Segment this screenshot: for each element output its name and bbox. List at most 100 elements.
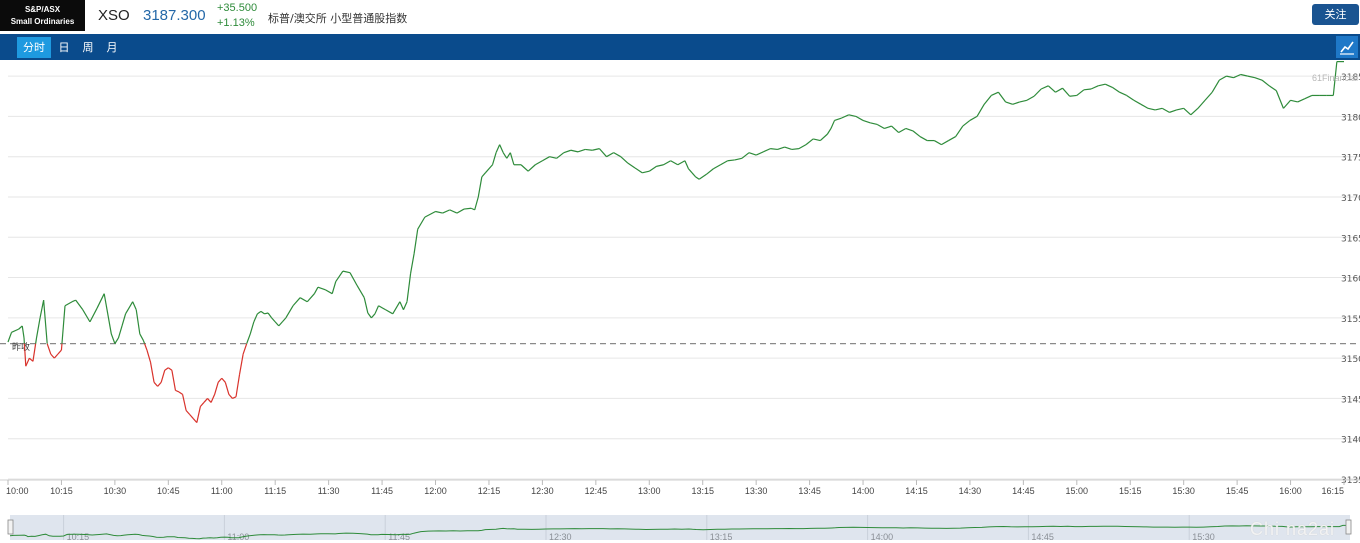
price-line-segment <box>274 321 280 327</box>
price-line-segment <box>11 328 19 333</box>
price-line-segment <box>313 286 319 294</box>
price-line-segment <box>520 164 529 172</box>
price-line-segment <box>1105 83 1113 88</box>
price-line-segment <box>1211 79 1220 93</box>
x-tick-label: 15:15 <box>1119 486 1142 496</box>
x-tick-label: 11:45 <box>371 486 393 496</box>
price-line-segment <box>1254 77 1263 81</box>
time-navigator[interactable]: 10:15 11:00 11:45 12:30 13:15 14:00 14:45 15:30 <box>0 512 1360 543</box>
x-tick-label: 14:45 <box>1012 486 1035 496</box>
price-line-segment <box>335 270 344 282</box>
price-line-segment <box>424 210 436 218</box>
price-line-segment <box>413 229 419 254</box>
price-line-segment <box>855 115 864 121</box>
price-line-segment <box>499 144 504 153</box>
price-line-segment <box>406 273 412 302</box>
price-line-segment <box>217 377 223 383</box>
price-line-segment <box>171 370 177 391</box>
price-line-segment <box>570 149 579 153</box>
price-line-segment <box>577 148 586 153</box>
price-change-percent: +1.13% <box>217 17 255 29</box>
price-line-segment <box>214 382 219 395</box>
price-line-segment <box>192 418 198 423</box>
price-line-segment <box>324 289 333 295</box>
navigator-left-handle[interactable] <box>7 519 14 535</box>
price-line-segment <box>246 333 251 344</box>
price-series <box>7 61 1344 423</box>
price-line-segment <box>317 286 326 291</box>
price-line-segment <box>1012 101 1020 105</box>
price-line-segment <box>1098 83 1106 87</box>
price-line-segment <box>132 301 137 311</box>
price-line-segment <box>698 173 707 180</box>
price-line-segment <box>392 301 401 315</box>
price-line-segment <box>224 382 230 395</box>
price-line-segment <box>1069 94 1077 97</box>
price-line-segment <box>563 149 572 154</box>
price-line-segment <box>210 394 216 403</box>
price-line-segment <box>378 305 386 311</box>
price-line-segment <box>417 216 426 230</box>
price-line-segment <box>695 176 700 180</box>
price-line-segment <box>110 333 116 344</box>
price-line-segment <box>153 381 159 387</box>
price-line-segment <box>203 398 208 403</box>
price-line-segment <box>527 164 536 172</box>
price-line-segment <box>677 160 686 166</box>
price-line-segment <box>534 160 543 166</box>
price-line-segment <box>805 138 814 146</box>
navigator-selection[interactable] <box>10 515 1350 540</box>
price-line-segment <box>207 398 212 403</box>
price-line-segment <box>1047 85 1056 93</box>
price-line-segment <box>481 172 486 178</box>
chart-type-button[interactable] <box>1336 36 1358 58</box>
price-line-segment <box>663 160 671 166</box>
navigator-right-handle[interactable] <box>1345 519 1352 535</box>
price-line-segment <box>727 159 735 162</box>
price-line-segment <box>23 343 27 367</box>
x-tick-label: 16:15 <box>1321 486 1344 496</box>
price-line-segment <box>349 272 358 286</box>
tab-intraday[interactable]: 分时 <box>17 37 51 58</box>
price-line-segment <box>1119 91 1127 97</box>
price-line-segment <box>196 406 201 423</box>
follow-button[interactable]: 关注 <box>1312 4 1359 25</box>
price-line-segment <box>634 167 643 174</box>
x-tick-label: 15:00 <box>1066 486 1089 496</box>
price-line-segment <box>642 170 650 174</box>
price-line-segment <box>331 281 337 294</box>
tab-daily[interactable]: 日 <box>58 41 70 54</box>
price-line-segment <box>1155 107 1163 111</box>
navigator-tick-label: 11:00 <box>227 532 249 542</box>
price-line-segment <box>1240 73 1248 77</box>
price-line-segment <box>235 374 241 397</box>
price-line-segment <box>598 148 607 158</box>
price-line-segment <box>1026 95 1035 101</box>
tab-weekly[interactable]: 周 <box>82 41 94 54</box>
x-tick-label: 10:15 <box>50 486 73 496</box>
price-line-segment <box>1076 89 1085 96</box>
tab-monthly[interactable]: 月 <box>106 41 118 54</box>
price-line-segment <box>919 136 928 142</box>
price-line-segment <box>264 312 269 315</box>
x-tick-label: 14:00 <box>852 486 875 496</box>
price-line-segment <box>777 146 785 151</box>
price-line-segment <box>1219 75 1227 81</box>
period-tab-bar: 分时 日 周 月 <box>0 34 1360 60</box>
y-axis: 3135 3140 3145 3150 3155 3160 3165 3170 3175 3180… <box>1341 73 1360 486</box>
price-line-segment <box>1112 86 1120 93</box>
price-line-segment <box>356 285 365 299</box>
price-line-segment <box>442 209 451 214</box>
navigator-tick-label: 14:00 <box>871 532 894 542</box>
index-description: 标普/澳交所 小型普通股指数 <box>268 12 408 25</box>
price-line-segment <box>1261 79 1270 87</box>
price-line-segment <box>399 301 405 311</box>
price-line-segment <box>385 309 394 315</box>
price-line-segment <box>43 300 48 344</box>
price-line-segment <box>962 119 971 127</box>
price-line-segment <box>741 152 750 159</box>
price-line-segment <box>1297 98 1306 103</box>
x-tick-label: 10:45 <box>157 486 180 496</box>
price-line-segment <box>670 160 679 166</box>
x-tick-label: 14:30 <box>959 486 982 496</box>
